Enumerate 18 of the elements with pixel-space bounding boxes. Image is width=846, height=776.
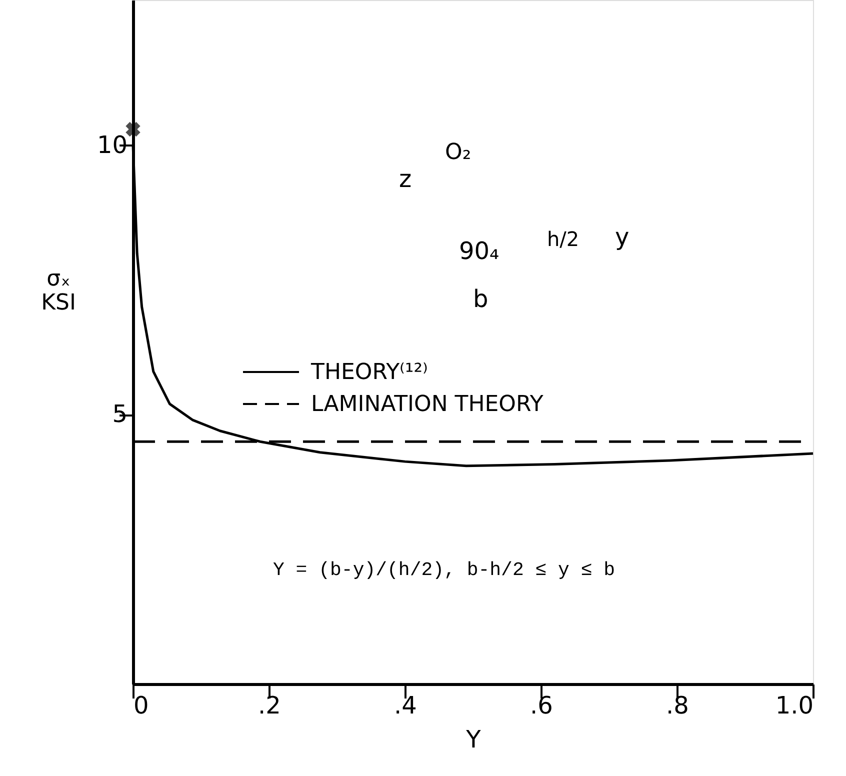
annotation: h/2 — [547, 227, 580, 251]
x-axis-title: Y — [465, 726, 482, 754]
annotation: O₂ — [445, 140, 472, 165]
annotation: 90₄ — [459, 237, 500, 265]
x-tick-label: 0 — [134, 692, 149, 720]
y-tick-label: 10 — [96, 130, 128, 159]
legend-label: LAMINATION THEORY — [311, 392, 544, 417]
x-tick-label: .6 — [530, 692, 553, 720]
x-tick-label: 1.0 — [775, 692, 814, 720]
x-tick-label: .8 — [666, 692, 689, 720]
annotation: y — [615, 223, 630, 251]
x-tick-label: .2 — [258, 692, 281, 720]
y-axis-title: σₓ KSI — [41, 266, 76, 316]
legend-label: THEORY⁽¹²⁾ — [310, 360, 428, 385]
x-tick-label: .4 — [394, 692, 417, 720]
annotation: b — [473, 285, 488, 313]
annotation: z — [399, 165, 412, 193]
annotation: Y = (b-y)/(h/2), b-h/2 ≤ y ≤ b — [273, 559, 616, 581]
